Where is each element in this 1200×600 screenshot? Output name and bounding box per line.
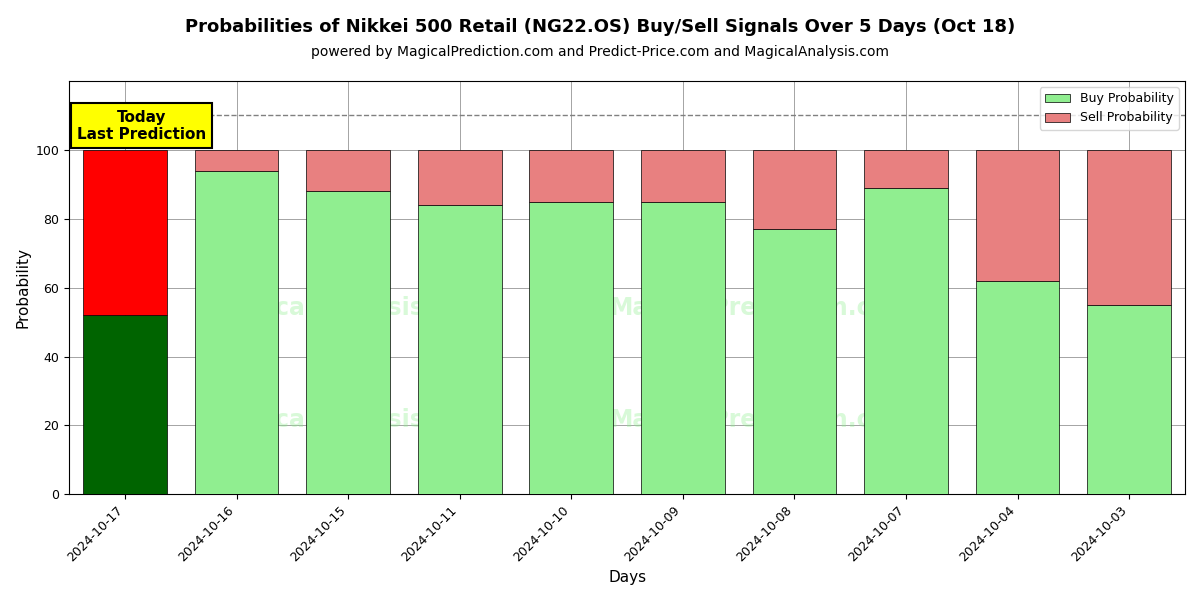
X-axis label: Days: Days <box>608 570 646 585</box>
Bar <box>83 150 167 315</box>
Bar <box>976 150 1060 281</box>
Bar <box>864 150 948 188</box>
Text: Probabilities of Nikkei 500 Retail (NG22.OS) Buy/Sell Signals Over 5 Days (Oct 1: Probabilities of Nikkei 500 Retail (NG22… <box>185 18 1015 36</box>
Bar <box>194 150 278 170</box>
Bar <box>529 202 613 494</box>
Bar <box>194 170 278 494</box>
Bar <box>976 281 1060 494</box>
Bar <box>418 150 502 205</box>
Bar <box>864 188 948 494</box>
Bar <box>306 150 390 191</box>
Bar <box>83 315 167 494</box>
Bar <box>529 150 613 202</box>
Bar <box>418 205 502 494</box>
Bar <box>752 229 836 494</box>
Text: calAnalysis.com: calAnalysis.com <box>275 296 488 320</box>
Text: MagicalPrediction.com: MagicalPrediction.com <box>610 296 912 320</box>
Bar <box>641 202 725 494</box>
Text: MagicalPrediction.com: MagicalPrediction.com <box>610 408 912 432</box>
Text: powered by MagicalPrediction.com and Predict-Price.com and MagicalAnalysis.com: powered by MagicalPrediction.com and Pre… <box>311 45 889 59</box>
Text: calAnalysis.com: calAnalysis.com <box>275 408 488 432</box>
Bar <box>641 150 725 202</box>
Bar <box>1087 305 1171 494</box>
Legend: Buy Probability, Sell Probability: Buy Probability, Sell Probability <box>1040 87 1178 130</box>
Text: Today
Last Prediction: Today Last Prediction <box>77 110 206 142</box>
Y-axis label: Probability: Probability <box>16 247 30 328</box>
Bar <box>1087 150 1171 305</box>
Bar <box>306 191 390 494</box>
Bar <box>752 150 836 229</box>
